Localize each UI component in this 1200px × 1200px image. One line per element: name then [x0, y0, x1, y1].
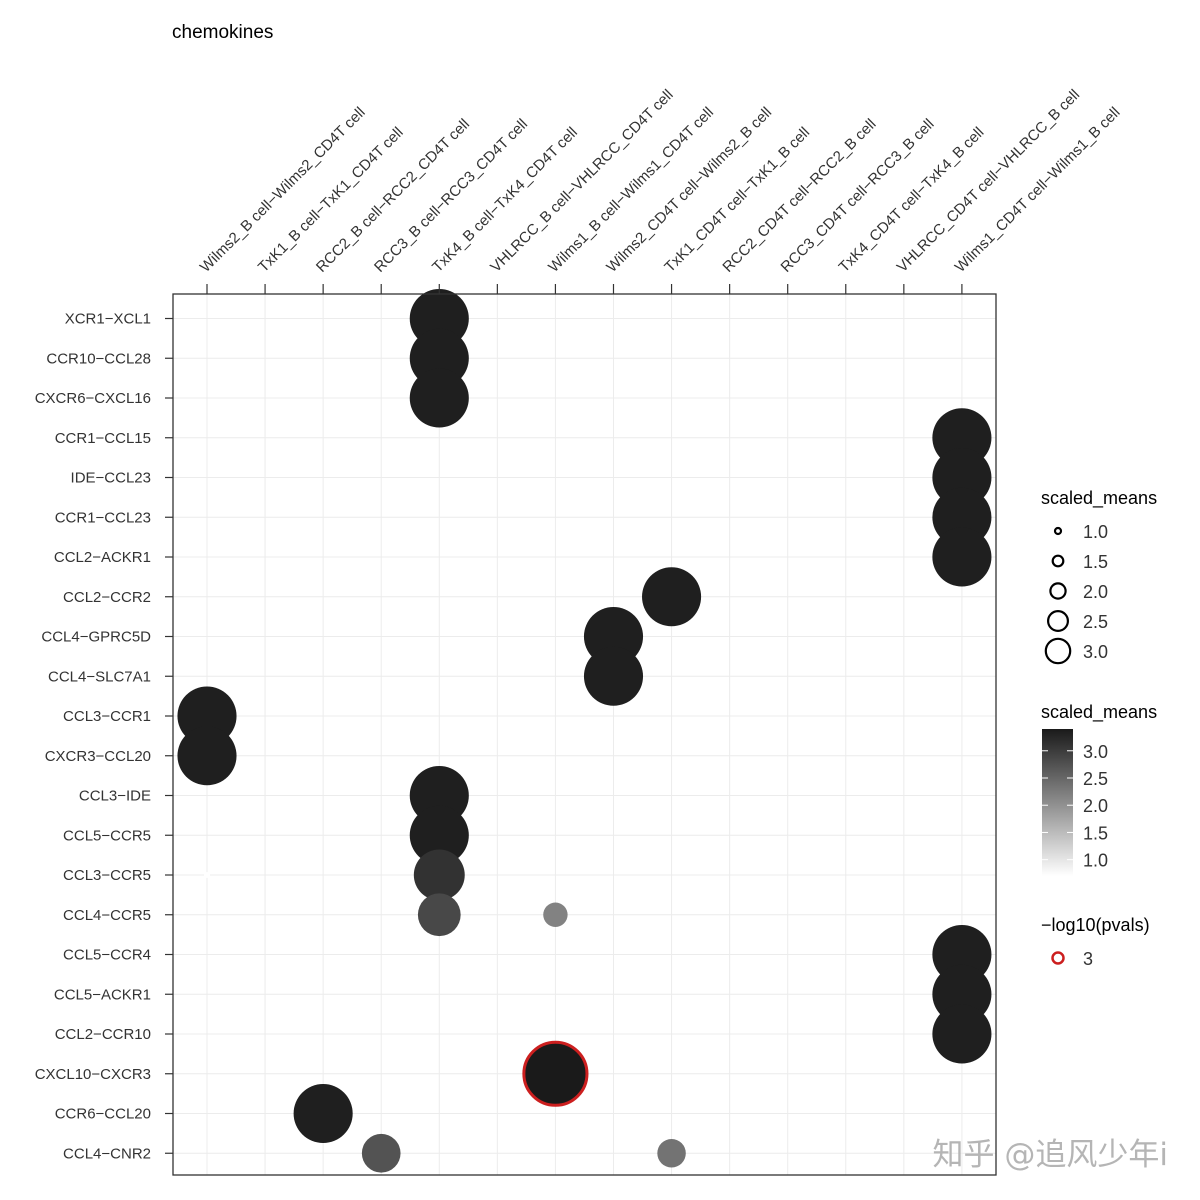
data-point	[409, 805, 469, 865]
data-point	[932, 527, 992, 587]
column-ticks	[206, 284, 963, 294]
row-label: CCL4−GPRC5D	[41, 629, 151, 646]
data-point	[177, 726, 237, 786]
row-label: CCR10−CCL28	[46, 350, 151, 367]
color-legend: scaled_means 3.0 2.5 2.0 1.5 1.0	[1041, 702, 1157, 876]
size-legend-label: 1.0	[1083, 522, 1108, 542]
data-point	[361, 1133, 401, 1173]
color-legend-title: scaled_means	[1041, 702, 1157, 723]
row-label: CCR6−CCL20	[55, 1106, 151, 1123]
row-label: CXCR6−CXCL16	[35, 390, 151, 407]
color-bar	[1042, 729, 1073, 876]
size-legend-key	[1046, 609, 1069, 632]
color-legend-label: 1.5	[1083, 823, 1108, 843]
data-point	[657, 1139, 686, 1168]
row-label: CXCR3−CCL20	[45, 748, 151, 765]
data-point	[543, 902, 568, 927]
grid-lines	[173, 294, 996, 1175]
row-label: CCR1−CCL15	[55, 430, 151, 447]
row-label: CCL4−CCR5	[63, 907, 151, 924]
row-label: XCR1−XCL1	[65, 311, 151, 328]
size-legend-key	[1051, 554, 1065, 568]
row-label: CCL2−ACKR1	[54, 549, 151, 566]
size-legend: scaled_means 1.0 1.5 2.0 2.5 3.0	[1041, 488, 1157, 665]
pval-legend-key	[1051, 951, 1065, 965]
data-point	[293, 1083, 353, 1144]
data-point	[409, 368, 469, 428]
size-legend-key	[1053, 526, 1063, 536]
data-points	[177, 288, 992, 1173]
row-label: IDE−CCL23	[71, 470, 151, 487]
row-label: CCL5−ACKR1	[54, 986, 151, 1003]
size-legend-title: scaled_means	[1041, 488, 1157, 509]
row-label: CCL3−CCR1	[63, 708, 151, 725]
row-label: CCL4−SLC7A1	[48, 668, 151, 685]
size-legend-label: 1.5	[1083, 552, 1108, 572]
color-legend-label: 2.5	[1083, 769, 1108, 789]
plot-frame	[172, 293, 997, 1176]
data-point	[932, 1004, 992, 1064]
data-point	[583, 646, 644, 706]
data-point	[203, 871, 211, 879]
row-labels: XCR1−XCL1 CCR10−CCL28 CXCR6−CXCL16 CCR1−CCL…	[35, 311, 151, 1163]
row-label: CCL2−CCR2	[63, 589, 151, 606]
size-legend-label: 2.0	[1083, 582, 1108, 602]
data-point	[413, 849, 465, 901]
row-label: CCL4−CNR2	[63, 1145, 151, 1162]
row-label: CCL5−CCR4	[63, 947, 151, 964]
row-ticks	[165, 317, 173, 1154]
row-label: CCL3−IDE	[79, 788, 151, 805]
pval-legend: −log10(pvals) 3	[1041, 915, 1150, 969]
size-legend-label: 3.0	[1083, 642, 1108, 662]
color-legend-label: 2.0	[1083, 796, 1108, 816]
size-legend-key	[1049, 582, 1067, 600]
data-point	[417, 893, 461, 937]
size-legend-key	[1044, 637, 1072, 665]
row-label: CCL5−CCR5	[63, 827, 151, 844]
row-label: CCL2−CCR10	[55, 1026, 151, 1043]
watermark: 知乎 @追风少年i	[933, 1137, 1168, 1173]
size-legend-label: 2.5	[1083, 612, 1108, 632]
data-point	[642, 567, 702, 627]
color-legend-label: 1.0	[1083, 851, 1108, 871]
row-label: CXCL10−CXCR3	[35, 1066, 151, 1083]
data-point-significant	[522, 1040, 589, 1107]
row-label: CCL3−CCR5	[63, 867, 151, 884]
color-legend-label: 3.0	[1083, 742, 1108, 762]
chart-title: chemokines	[172, 22, 273, 43]
row-label: CCR1−CCL23	[55, 509, 151, 526]
pval-legend-title: −log10(pvals)	[1041, 915, 1150, 935]
pval-legend-label: 3	[1083, 949, 1093, 969]
